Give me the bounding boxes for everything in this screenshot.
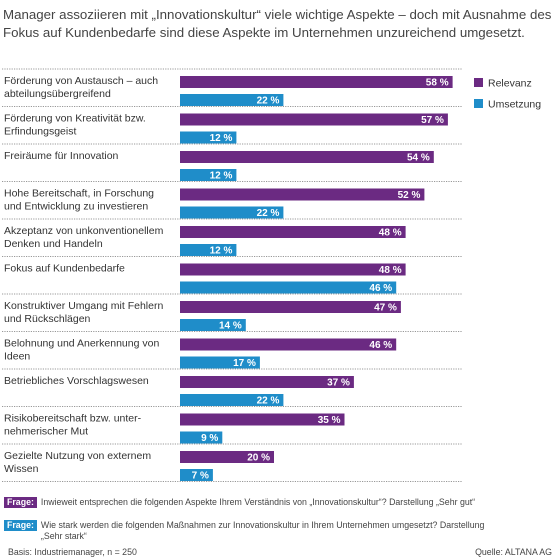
umsetzung-bar [180,469,213,481]
legend-swatch-relevanz [474,78,483,87]
umsetzung-value-label: 14 % [219,321,242,332]
relevanz-bar [180,263,406,276]
umsetzung-value-label: 7 % [192,471,209,482]
relevanz-value-label: 35 % [318,415,341,426]
category-label: Förderung von Kreativität bzw. Erfindungs… [4,113,146,138]
umsetzung-value-label: 22 % [257,96,280,107]
relevanz-value-label: 52 % [398,190,421,201]
category-label: Akzeptanz von unkonventionellem Denken un… [4,225,164,250]
umsetzung-bar [180,94,284,106]
relevanz-value-label: 47 % [374,303,397,314]
umsetzung-bar [180,394,284,406]
legend-swatch-umsetzung [474,99,483,108]
umsetzung-value-label: 12 % [210,133,233,144]
legend-label-umsetzung: Umsetzung [488,99,541,111]
umsetzung-value-label: 46 % [369,283,392,294]
relevanz-bar [180,376,354,388]
category-label: Risikobereitschaft bzw. unter-nehmerisch… [4,413,142,438]
umsetzung-value-label: 22 % [257,396,280,407]
relevanz-bar [180,188,425,201]
umsetzung-value-label: 12 % [210,246,233,257]
relevanz-bar [180,338,397,351]
relevanz-value-label: 58 % [426,78,449,89]
relevanz-value-label: 46 % [369,340,392,351]
relevanz-value-label: 57 % [421,115,444,126]
relevanz-value-label: 20 % [247,453,270,464]
bar-chart: Förderung von Austausch – auch abteilungs… [2,68,541,482]
source-note: Quelle: ALTANA AG [475,547,552,557]
relevanz-bar [180,413,345,426]
chart-title: Manager assoziieren mit „Innovationskult… [3,7,552,40]
category-label: Hohe Bereitschaft, in Forschung und Entwi… [4,188,154,213]
umsetzung-bar [180,319,246,331]
question-1: Frage: Inwieweit entsprechen die folgende… [4,497,496,508]
relevanz-value-label: 48 % [379,265,402,276]
question-2-tag: Frage: [4,520,37,531]
category-label: Konstruktiver Umgang mit Fehlern und Rück… [4,300,163,325]
relevanz-bar [180,151,434,163]
umsetzung-value-label: 22 % [257,208,280,219]
basis-note: Basis: Industriemanager, n = 250 [8,547,137,557]
relevanz-bar [180,113,448,126]
question-2: Frage: Wie stark werden die folgenden Maß… [4,520,496,542]
umsetzung-value-label: 17 % [233,358,256,369]
legend-label-relevanz: Relevanz [488,78,532,90]
relevanz-bar [180,76,453,88]
relevanz-value-label: 54 % [407,153,430,164]
question-1-tag: Frage: [4,497,37,508]
umsetzung-bar [180,356,260,369]
category-label: Gezielte Nutzung von externem Wissen [4,450,151,475]
relevanz-bar [180,301,401,313]
umsetzung-bar [180,281,397,294]
category-label: Förderung von Austausch – auch abteilungs… [4,75,158,100]
category-label: Betriebliches Vorschlagswesen [4,375,149,387]
category-label: Belohnung und Anerkennung von Ideen [4,338,159,363]
question-1-text: Inwieweit entsprechen die folgenden Aspe… [40,497,476,507]
umsetzung-value-label: 9 % [201,433,218,444]
category-label: Fokus auf Kundenbedarfe [4,263,125,275]
question-2-text: Wie stark werden die folgenden Maßnahmen… [40,520,485,541]
relevanz-bar [180,451,274,463]
umsetzung-value-label: 12 % [210,171,233,182]
umsetzung-bar [180,206,284,219]
umsetzung-bar [180,244,237,256]
umsetzung-bar [180,169,237,181]
umsetzung-bar [180,431,223,444]
relevanz-bar [180,226,406,238]
category-label: Freiräume für Innovation [4,150,119,162]
umsetzung-bar [180,131,237,144]
relevanz-value-label: 37 % [327,378,350,389]
relevanz-value-label: 48 % [379,228,402,239]
